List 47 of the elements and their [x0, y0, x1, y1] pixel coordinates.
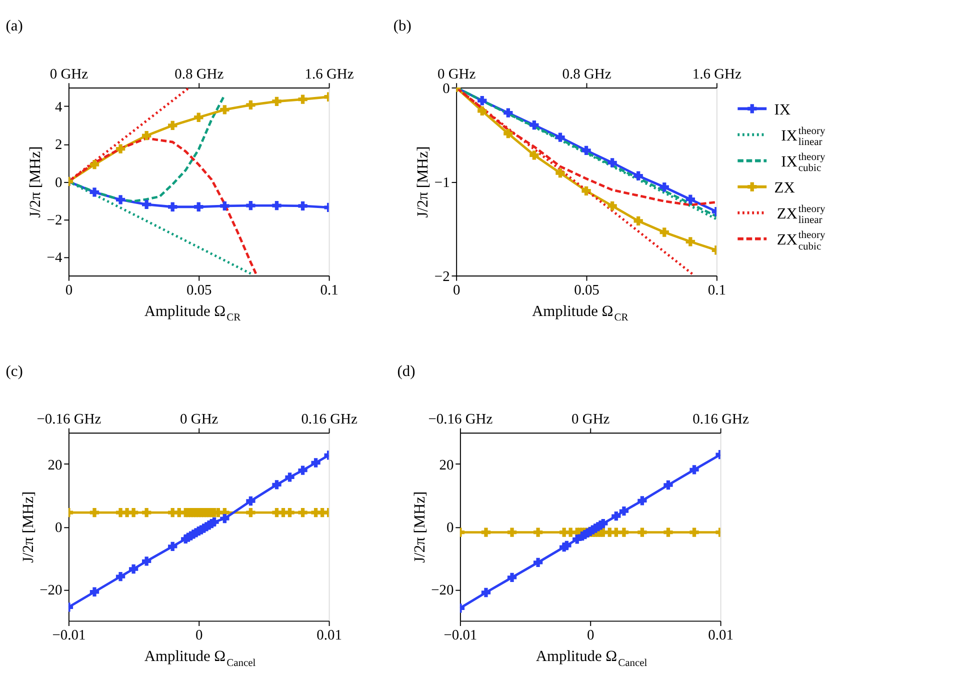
y-tick-label: −2	[46, 212, 62, 228]
x2-tick-label: 1.6 GHz	[304, 66, 354, 82]
legend-label: ZX	[774, 180, 795, 197]
x-tick-label: 0	[586, 628, 594, 644]
y-tick-label: 20	[48, 457, 62, 474]
legend-label: IX	[774, 101, 791, 118]
x-tick-label: 0.05	[186, 282, 212, 298]
x-tick-label: −0.01	[444, 628, 478, 644]
y-axis-title: J/2π [MHz]	[414, 146, 432, 218]
x2-tick-label: 0.8 GHz	[562, 66, 612, 82]
y-tick-label: 0	[446, 520, 454, 536]
y-tick-label: 4	[54, 100, 62, 116]
y-tick-label: 0	[442, 80, 450, 97]
x-tick-label: 0	[65, 282, 73, 298]
y-tick-label: −2	[434, 268, 450, 285]
y-axis-title: J/2π [MHz]	[20, 491, 37, 563]
chart-title: (d)	[397, 362, 416, 380]
x2-tick-label: 1.6 GHz	[692, 66, 742, 82]
y-tick-label: −4	[46, 250, 62, 266]
x-tick-label: 0.1	[708, 282, 726, 298]
y-tick-label: −20	[40, 582, 62, 599]
x2-tick-label: −0.16 GHz	[428, 412, 494, 428]
x-tick-label: 0.05	[574, 282, 600, 298]
chart-title: (b)	[393, 18, 412, 35]
x-tick-label: 0.1	[320, 282, 338, 298]
x2-tick-label: 0.8 GHz	[174, 66, 224, 82]
y-tick-label: 2	[54, 137, 62, 154]
y-axis-title: J/2π [MHz]	[411, 491, 428, 563]
chart-title: (c)	[6, 362, 23, 380]
y-tick-label: −1	[434, 174, 450, 191]
y-tick-label: 0	[54, 174, 62, 191]
x-tick-label: 0.01	[708, 628, 734, 644]
x-tick-label: 0.01	[316, 628, 342, 644]
x2-tick-label: 0 GHz	[572, 412, 610, 428]
y-tick-label: 20	[439, 457, 454, 474]
x2-tick-label: 0 GHz	[180, 412, 219, 428]
x-tick-label: −0.01	[52, 628, 86, 644]
y-tick-label: −20	[431, 582, 454, 599]
x-tick-label: 0	[196, 628, 203, 644]
y-axis-title: J/2π [MHz]	[27, 146, 44, 218]
x2-tick-label: 0 GHz	[50, 66, 89, 82]
y-tick-label: 0	[54, 520, 62, 536]
x2-tick-label: −0.16 GHz	[36, 412, 102, 428]
x2-tick-label: 0.16 GHz	[692, 412, 750, 428]
x2-tick-label: 0.16 GHz	[301, 412, 358, 428]
x2-tick-label: 0 GHz	[438, 66, 476, 82]
chart-title: (a)	[6, 18, 23, 35]
